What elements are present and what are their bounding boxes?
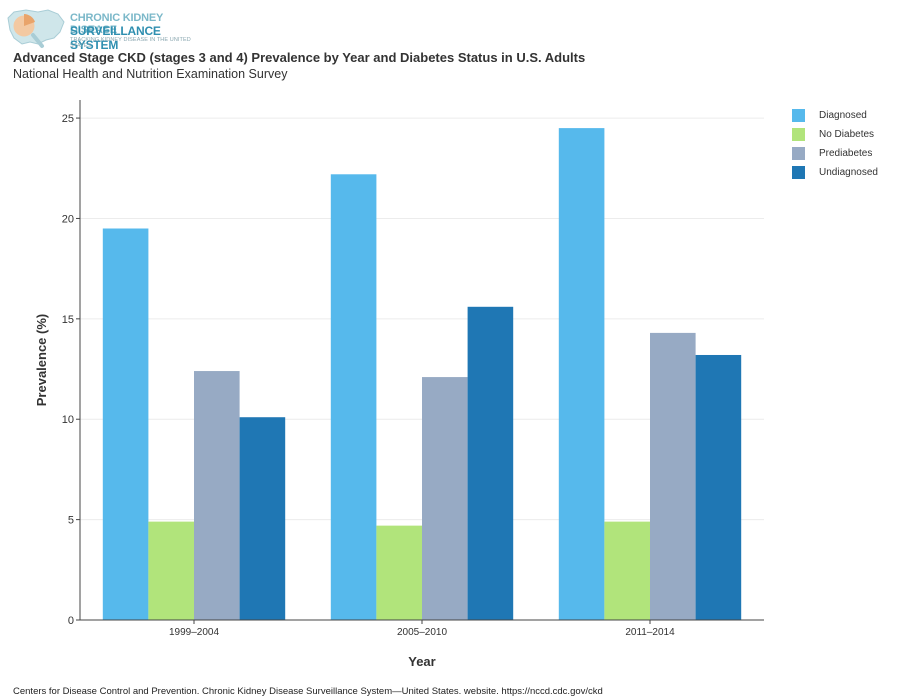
y-tick-label: 25 [62, 113, 74, 125]
legend-item-undiagnosed[interactable]: Undiagnosed [792, 163, 878, 182]
y-axis-ticks: 0 5 10 15 20 25 [62, 113, 80, 627]
legend-label: Undiagnosed [819, 167, 878, 178]
y-tick-label: 0 [68, 615, 74, 627]
us-map-logo-icon [7, 9, 65, 48]
bar-prediabetes-2[interactable] [650, 332, 696, 620]
legend-label: No Diabetes [819, 129, 875, 140]
bars [102, 128, 742, 621]
x-tick-label: 2005–2010 [397, 627, 447, 638]
logo-line-3: TRACKING KIDNEY DISEASE IN THE UNITED ST… [70, 37, 191, 49]
source-citation: Centers for Disease Control and Preventi… [13, 686, 603, 697]
x-axis-ticks: 1999–2004 2005–2010 2011–2014 [169, 620, 675, 638]
y-tick-label: 10 [62, 414, 74, 426]
legend-label: Diagnosed [819, 110, 867, 121]
legend-swatch [792, 128, 805, 141]
bar-undiagnosed-2[interactable] [695, 354, 742, 620]
legend: Diagnosed No Diabetes Prediabetes Undiagnos… [792, 106, 878, 182]
bar-prediabetes-0[interactable] [194, 371, 240, 620]
legend-swatch [792, 147, 805, 160]
bar-no-diabetes-1[interactable] [376, 525, 422, 620]
bar-prediabetes-1[interactable] [422, 377, 468, 620]
chart-title: Advanced Stage CKD (stages 3 and 4) Prev… [13, 50, 586, 65]
x-tick-label: 2011–2014 [625, 627, 675, 638]
bar-diagnosed-0[interactable] [102, 228, 149, 620]
bar-no-diabetes-0[interactable] [148, 521, 194, 620]
legend-label: Prediabetes [819, 148, 873, 159]
x-axis-title: Year [408, 654, 435, 669]
legend-swatch [792, 109, 805, 122]
x-tick-label: 1999–2004 [169, 627, 219, 638]
bar-diagnosed-2[interactable] [558, 128, 605, 621]
legend-item-no-diabetes[interactable]: No Diabetes [792, 125, 878, 144]
legend-item-prediabetes[interactable]: Prediabetes [792, 144, 878, 163]
y-tick-label: 5 [68, 515, 74, 527]
logo: CHRONIC KIDNEY DISEASE SURVEILLANCE SYST… [4, 4, 204, 52]
y-tick-label: 20 [62, 213, 74, 225]
y-axis-title: Prevalence (%) [34, 314, 49, 407]
bar-diagnosed-1[interactable] [330, 174, 377, 621]
chart-subtitle: National Health and Nutrition Examinatio… [13, 67, 288, 81]
logo-line-1: CHRONIC KIDNEY DISEASE [70, 12, 163, 36]
bar-no-diabetes-2[interactable] [604, 521, 650, 620]
logo-line-2: SURVEILLANCE SYSTEM [70, 24, 161, 52]
bar-undiagnosed-0[interactable] [239, 417, 286, 620]
y-tick-label: 15 [62, 314, 74, 326]
legend-item-diagnosed[interactable]: Diagnosed [792, 106, 878, 125]
bar-undiagnosed-1[interactable] [467, 306, 514, 620]
legend-swatch [792, 166, 805, 179]
